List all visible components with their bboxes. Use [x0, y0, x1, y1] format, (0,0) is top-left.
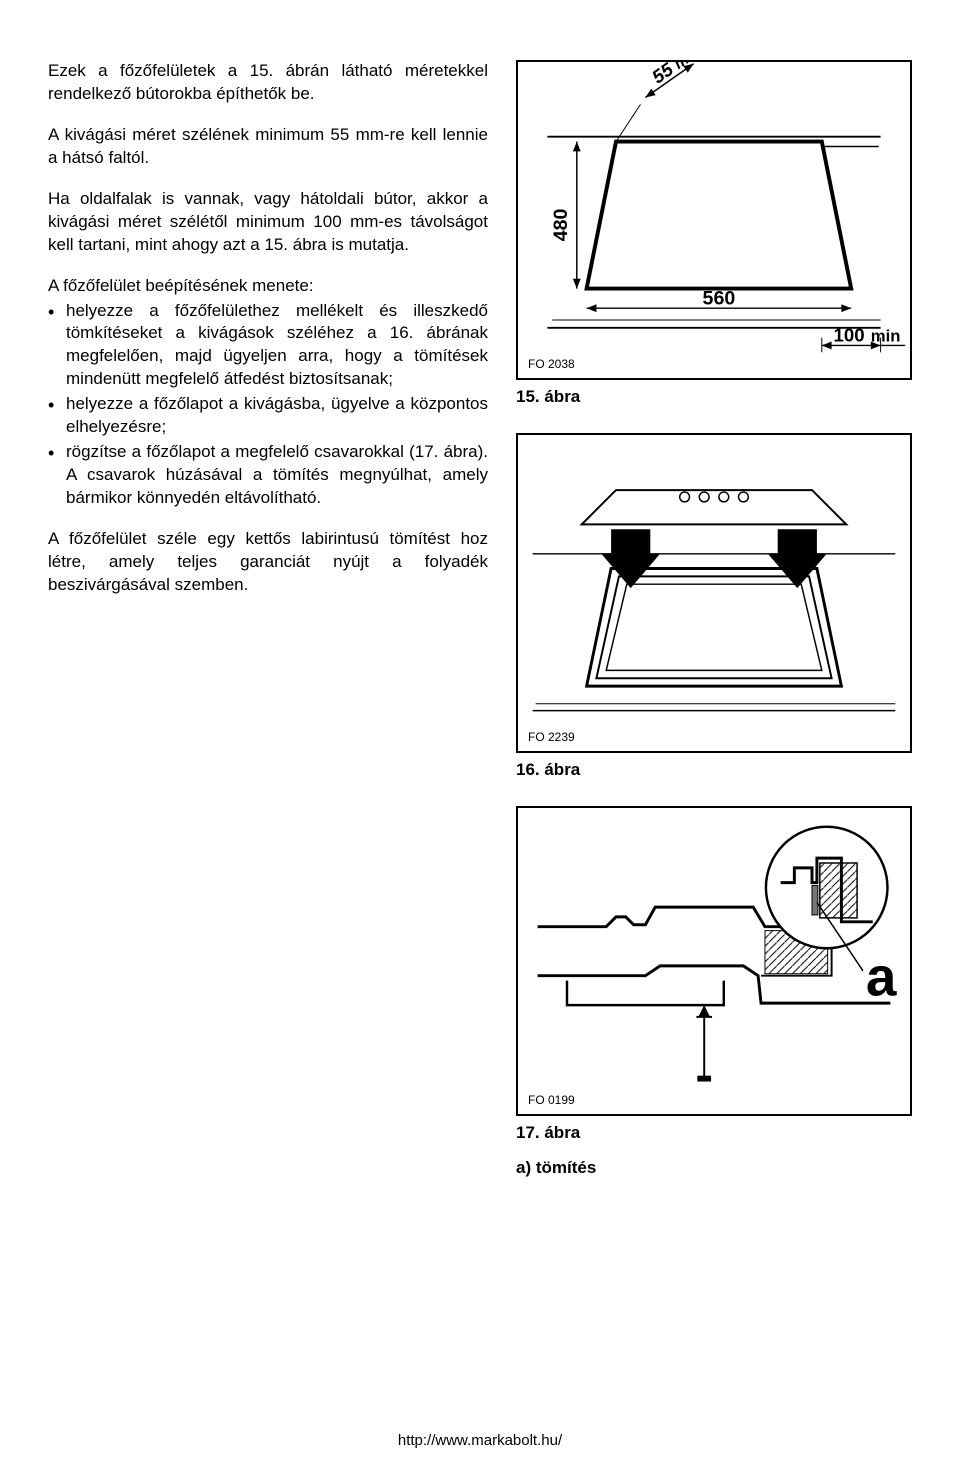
- dim-100-unit: min: [871, 327, 901, 346]
- list-item: rögzítse a főzőlapot a megfelelő csavaro…: [48, 441, 488, 510]
- figure-16: FO 2239: [516, 433, 912, 753]
- legend-a: a) tömítés: [516, 1157, 912, 1180]
- figure-17: a FO 0199: [516, 806, 912, 1116]
- paragraph: A kivágási méret szélének minimum 55 mm-…: [48, 124, 488, 170]
- figure-16-caption: 16. ábra: [516, 759, 912, 782]
- paragraph: Ha oldalfalak is vannak, vagy hátoldali …: [48, 188, 488, 257]
- figure-16-svg: [518, 435, 910, 751]
- list-item: helyezze a főzőlapot a kivágásba, ügyelv…: [48, 393, 488, 439]
- figure-15-caption: 15. ábra: [516, 386, 912, 409]
- paragraph: Ezek a főzőfelületek a 15. ábrán látható…: [48, 60, 488, 106]
- footer-link: http://www.markabolt.hu/: [0, 1431, 960, 1451]
- figure-17-caption: 17. ábra: [516, 1122, 912, 1145]
- figure-15-svg: 480 560 100 min: [518, 62, 910, 378]
- dim-560: 560: [703, 287, 736, 309]
- dim-100: 100: [834, 325, 865, 346]
- paragraph: A főzőfelület széle egy kettős labirintu…: [48, 528, 488, 597]
- figure-code: FO 2038: [528, 356, 575, 372]
- figure-code: FO 2239: [528, 729, 575, 745]
- label-a: a: [866, 945, 897, 1007]
- figure-15: 480 560 100 min: [516, 60, 912, 380]
- figure-17-svg: a: [518, 808, 910, 1114]
- list-item: helyezze a főzőfelülethez mellékelt és i…: [48, 300, 488, 392]
- bullet-list: helyezze a főzőfelülethez mellékelt és i…: [48, 300, 488, 510]
- figure-code: FO 0199: [528, 1092, 575, 1108]
- dim-55: 55: [648, 62, 678, 87]
- paragraph: A főzőfelület beépítésének menete:: [48, 275, 488, 298]
- dim-480: 480: [550, 208, 572, 241]
